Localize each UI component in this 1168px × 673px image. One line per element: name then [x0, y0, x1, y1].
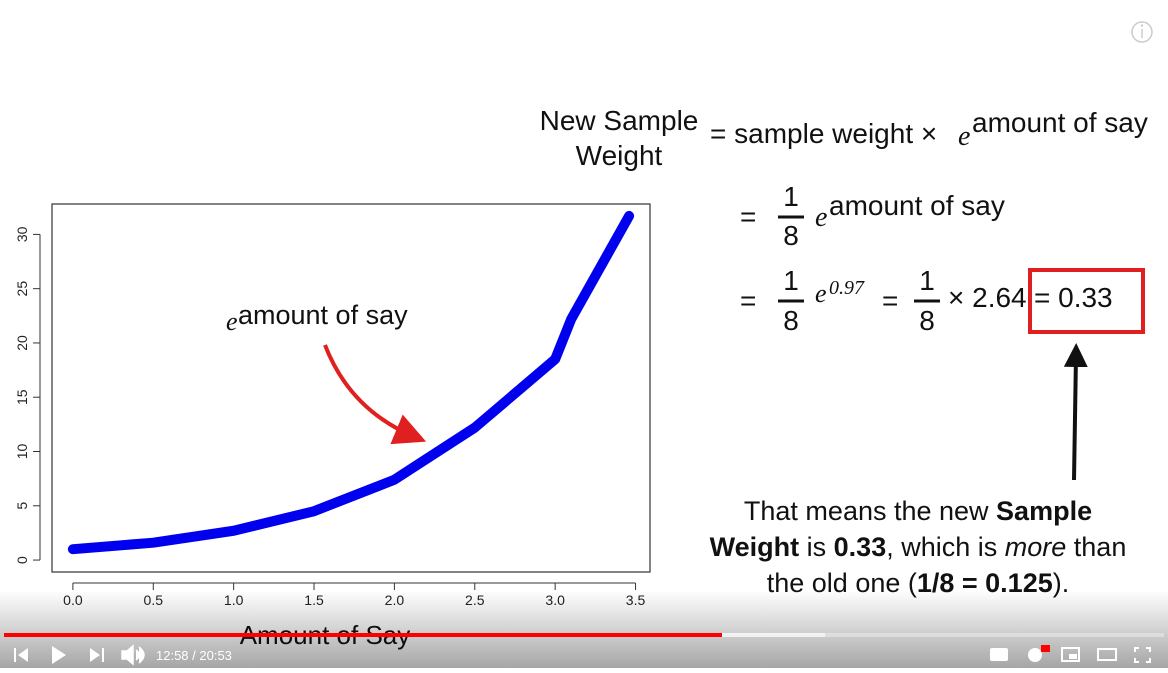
- eq-product: × 2.64: [948, 282, 1027, 313]
- eq-sign: =: [740, 285, 756, 316]
- eq-base: e: [958, 121, 970, 152]
- y-tick-label: 15: [14, 389, 30, 405]
- note-run: 0.33: [834, 532, 887, 562]
- note-run: Weight: [710, 532, 800, 562]
- eq-rhs: = sample weight ×: [710, 118, 937, 149]
- next-button[interactable]: [90, 648, 104, 662]
- eq-exponent: amount of say: [829, 190, 1005, 221]
- eq-result: = 0.33: [1034, 282, 1113, 313]
- eq-exponent: amount of say: [972, 107, 1148, 138]
- volume-button[interactable]: [121, 644, 145, 666]
- eq-base: e: [815, 202, 827, 233]
- annotation-exponent: amount of say: [238, 300, 408, 330]
- fraction-den: 8: [919, 305, 935, 336]
- theater-button[interactable]: [1097, 648, 1117, 661]
- y-tick-label: 0: [14, 556, 30, 564]
- note-run: Sample: [996, 496, 1092, 526]
- chart: e amount of say Amount of Say 0.00.51.01…: [14, 203, 651, 650]
- fraction-num: 1: [783, 265, 799, 296]
- note-line: Weight is 0.33, which is more than: [710, 532, 1127, 562]
- curve: [67, 210, 635, 555]
- note-run: is: [799, 532, 834, 562]
- note-run: That means the new: [744, 496, 996, 526]
- y-tick-label: 5: [14, 502, 30, 510]
- note: That means the new Sample Weight is 0.33…: [710, 496, 1127, 598]
- hd-badge: [1041, 645, 1050, 652]
- controls-gradient: [0, 590, 1168, 668]
- note-line: That means the new Sample: [744, 496, 1092, 526]
- eq-sign: =: [882, 285, 898, 316]
- note-run: , which is: [886, 532, 1005, 562]
- play-button[interactable]: [52, 646, 66, 664]
- time-display: 12:58 / 20:53: [156, 648, 232, 663]
- settings-button[interactable]: [1028, 648, 1042, 662]
- info-icon[interactable]: [1131, 21, 1153, 43]
- pointer-arrow: [1063, 343, 1088, 481]
- note-run: than: [1066, 532, 1126, 562]
- plot-box: [51, 203, 651, 573]
- played-bar: [4, 633, 722, 637]
- y-tick-label: 25: [14, 281, 30, 297]
- eq-lhs: New Sample: [540, 105, 699, 136]
- highlight-box: [1028, 268, 1145, 334]
- eq-sign: =: [740, 201, 756, 232]
- captions-button[interactable]: [990, 648, 1008, 661]
- y-tick-label: 30: [14, 226, 30, 242]
- eq-base: e: [815, 279, 827, 308]
- previous-button[interactable]: [14, 648, 28, 662]
- annotation-base: e: [226, 307, 238, 336]
- y-tick-label: 20: [14, 335, 30, 351]
- eq-lhs: Weight: [576, 140, 663, 171]
- eq-exponent: 0.97: [829, 277, 865, 299]
- fraction-den: 8: [783, 305, 799, 336]
- y-tick-label: 10: [14, 444, 30, 460]
- fraction-num: 1: [783, 181, 799, 212]
- fraction-num: 1: [919, 265, 935, 296]
- miniplayer-button[interactable]: [1061, 647, 1080, 662]
- player-controls: 12:58 / 20:53: [0, 590, 1168, 668]
- fullscreen-button[interactable]: [1134, 647, 1151, 663]
- fraction-den: 8: [783, 220, 799, 251]
- equations: New Sample Weight = sample weight × e am…: [540, 105, 1148, 481]
- annotation-arrow: [323, 344, 427, 445]
- note-run: more: [1005, 532, 1067, 562]
